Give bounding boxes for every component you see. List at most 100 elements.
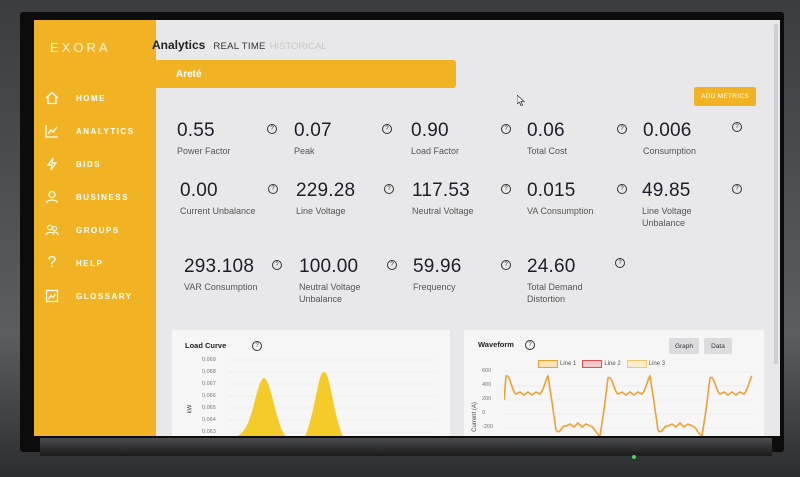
- load-curve-area: [237, 372, 344, 436]
- glossary-icon: [42, 286, 62, 306]
- user-icon: [42, 187, 62, 207]
- help-icon[interactable]: ?: [501, 260, 511, 270]
- help-icon[interactable]: ?: [387, 260, 397, 270]
- axis-tick-label: 0.069: [202, 357, 216, 363]
- app-logo: EXORA: [50, 40, 111, 55]
- metric-var-consumption: 293.108 VAR Consumption ?: [184, 256, 282, 293]
- sidebar-item-business[interactable]: BUSINESS: [42, 185, 152, 209]
- mouse-cursor-icon: [517, 95, 525, 106]
- load-curve-ylabel: kW: [187, 404, 194, 414]
- sidebar-item-bids[interactable]: BIDS: [42, 152, 152, 176]
- graph-button[interactable]: Graph: [669, 338, 699, 354]
- load-curve-title: Load Curve: [185, 341, 227, 350]
- metric-label: Total Cost: [527, 146, 568, 156]
- metric-value: 229.28: [296, 180, 356, 201]
- help-icon[interactable]: ?: [615, 258, 625, 268]
- help-icon[interactable]: ?: [525, 340, 535, 350]
- data-button[interactable]: Data: [704, 338, 732, 354]
- metric-label: Line Voltage: [296, 206, 346, 216]
- metric-value: 0.006: [643, 120, 692, 141]
- help-icon[interactable]: ?: [268, 184, 278, 194]
- help-icon[interactable]: ?: [501, 184, 511, 194]
- scrollbar[interactable]: [774, 24, 778, 364]
- metric-line-voltage-unbalance: 49.85 Line Voltage Unbalance ?: [642, 180, 742, 229]
- legend-label: Line 1: [560, 361, 577, 367]
- site-selector[interactable]: Areté: [154, 60, 456, 88]
- legend-label: Line 3: [648, 361, 666, 367]
- help-icon[interactable]: ?: [501, 124, 511, 134]
- waveform-card: Waveform ? Graph Data Line 1 Line 2 Line…: [464, 330, 764, 436]
- help-icon[interactable]: ?: [382, 124, 392, 134]
- waveform-line-1: [504, 374, 753, 436]
- metric-label: Neutral Voltage Unbalance: [299, 282, 361, 304]
- bolt-icon: [42, 154, 62, 174]
- waveform-ylabel: Current (A): [471, 402, 478, 432]
- monitor-bottom-frame: [40, 438, 772, 456]
- sidebar-item-glossary[interactable]: GLOSSARY: [42, 284, 152, 308]
- tab-realtime[interactable]: REAL TIME: [213, 41, 266, 52]
- sidebar-item-groups[interactable]: GROUPS: [42, 218, 152, 242]
- load-curve-card: Load Curve ? kW 0.069 0.068 0.067 0.066 0.06…: [172, 330, 450, 436]
- sidebar-item-label: HELP: [76, 258, 104, 268]
- sidebar-item-label: GLOSSARY: [76, 291, 133, 301]
- metric-label: VA Consumption: [527, 206, 594, 216]
- axis-tick-label: 0.067: [202, 381, 216, 387]
- help-icon[interactable]: ?: [617, 184, 627, 194]
- axis-tick-label: 0.064: [202, 417, 216, 423]
- metric-value: 117.53: [412, 180, 470, 201]
- metric-label: Power Factor: [177, 146, 231, 156]
- add-metrics-button[interactable]: ADD METRICS: [694, 87, 756, 106]
- axis-tick-label: 0: [482, 410, 486, 416]
- page-title: Analytics: [152, 38, 206, 52]
- metric-label: VAR Consumption: [184, 282, 258, 292]
- home-icon: [42, 88, 62, 108]
- help-icon[interactable]: ?: [272, 260, 282, 270]
- metric-neutral-voltage: 117.53 Neutral Voltage ?: [412, 180, 511, 217]
- legend-swatch-line-3: [626, 360, 647, 368]
- help-icon[interactable]: ?: [252, 341, 262, 351]
- metric-label: Neutral Voltage: [412, 206, 474, 216]
- sidebar-item-label: BUSINESS: [76, 192, 129, 202]
- legend-swatch-line-2: [582, 360, 603, 368]
- metric-label: Frequency: [413, 282, 456, 292]
- metric-peak: 0.07 Peak ?: [294, 120, 392, 157]
- help-icon[interactable]: ?: [732, 184, 742, 194]
- metric-value: 49.85: [642, 180, 691, 201]
- help-icon[interactable]: ?: [617, 124, 627, 134]
- analytics-icon: [42, 121, 62, 141]
- axis-tick-label: 0.063: [202, 429, 216, 435]
- metric-label: Load Factor: [411, 146, 460, 156]
- sidebar-item-home[interactable]: HOME: [42, 86, 152, 110]
- metric-line-voltage: 229.28 Line Voltage ?: [296, 180, 394, 217]
- metric-label: Current Unbalance: [180, 206, 256, 216]
- metric-total-demand-distortion: 24.60 Total Demand Distortion ?: [527, 256, 625, 305]
- metric-value: 0.07: [294, 120, 332, 141]
- help-icon[interactable]: ?: [732, 122, 742, 132]
- metric-value: 0.00: [180, 180, 218, 201]
- help-icon[interactable]: ?: [267, 124, 277, 134]
- axis-tick-label: 0.065: [202, 405, 216, 411]
- legend-label: Line 2: [604, 361, 621, 367]
- sidebar-item-label: HOME: [76, 93, 106, 103]
- sidebar-item-analytics[interactable]: ANALYTICS: [42, 119, 152, 143]
- main-content: Analytics REAL TIME HISTORICAL Areté ADD…: [152, 20, 780, 436]
- metric-value: 100.00: [299, 256, 359, 277]
- sidebar-item-label: ANALYTICS: [76, 126, 135, 136]
- waveform-legend: Line 1 Line 2 Line 3: [538, 360, 665, 368]
- axis-tick-label: 400: [482, 382, 492, 388]
- sidebar-item-help[interactable]: ? HELP: [42, 251, 152, 275]
- metric-label: Peak: [294, 146, 315, 156]
- axis-tick-label: 0.068: [202, 369, 216, 375]
- metric-power-factor: 0.55 Power Factor ?: [177, 120, 277, 157]
- metric-load-factor: 0.90 Load Factor ?: [411, 120, 511, 157]
- sidebar-item-label: GROUPS: [76, 225, 120, 235]
- site-name: Areté: [176, 68, 202, 80]
- legend-swatch-line-1: [538, 360, 558, 368]
- screen: EXORA HOME ANALYTICS BIDS BUSINESS: [34, 20, 780, 436]
- waveform-title: Waveform: [478, 340, 514, 349]
- help-icon[interactable]: ?: [384, 184, 394, 194]
- metric-value: 0.55: [177, 120, 215, 141]
- metric-current-unbalance: 0.00 Current Unbalance ?: [180, 180, 278, 217]
- tab-historical[interactable]: HISTORICAL: [269, 41, 327, 52]
- axis-tick-label: 600: [482, 368, 492, 374]
